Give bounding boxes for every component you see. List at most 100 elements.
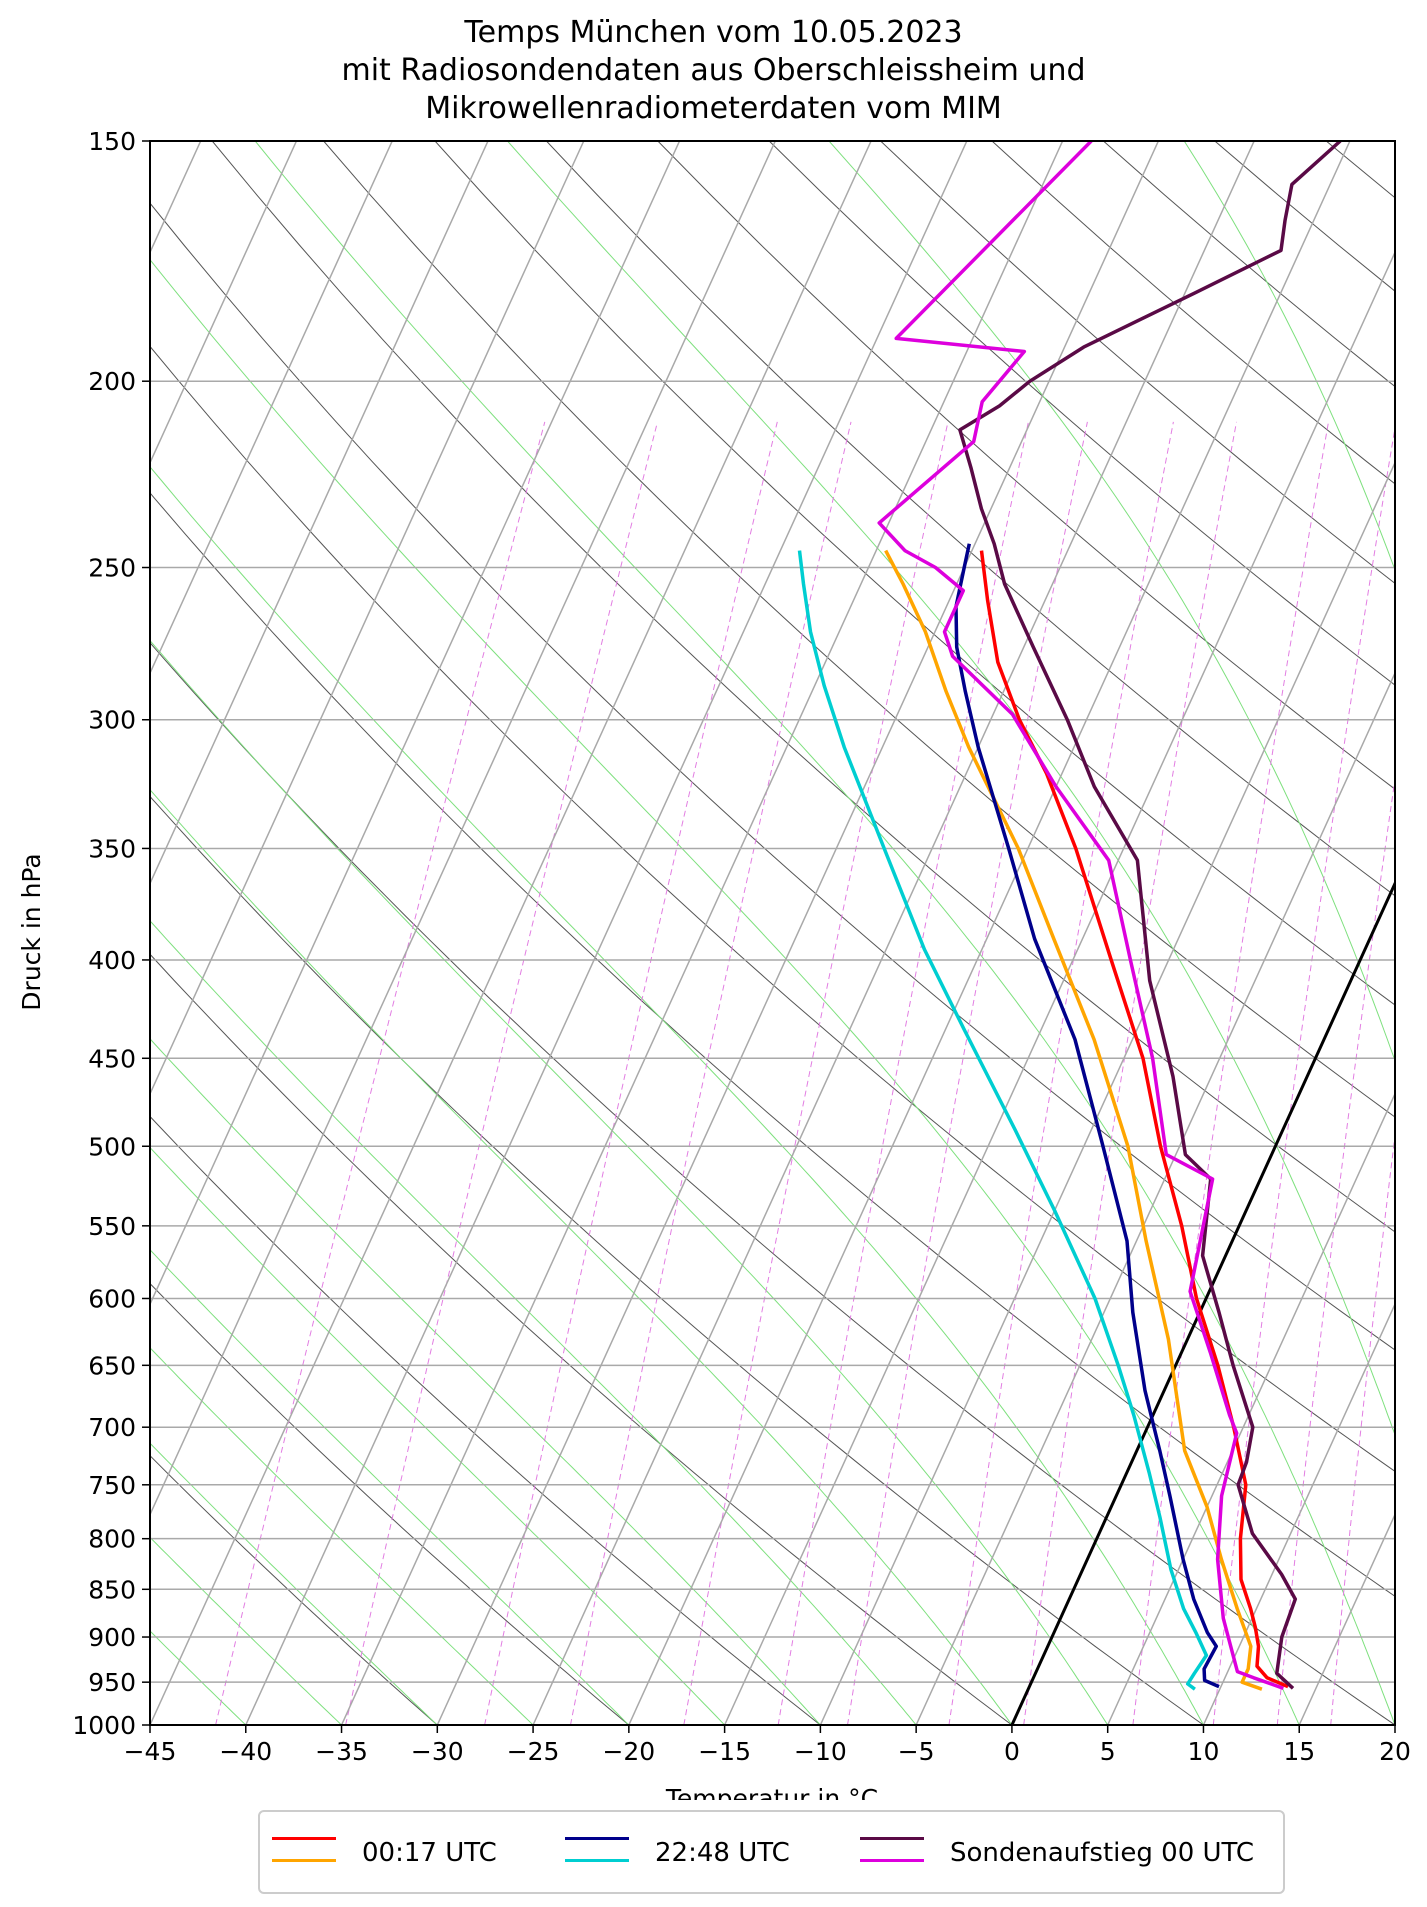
x-axis-label: Temperatur in °C	[665, 1784, 878, 1800]
y-tick-label: 600	[88, 1284, 136, 1313]
dry-adiabat	[150, 953, 1013, 1725]
dry-adiabat	[150, 1282, 630, 1725]
series-line-6	[877, 141, 1284, 1690]
isotherm	[150, 141, 393, 675]
legend-label-3: Sondenaufstieg 00 UTC	[950, 1838, 1255, 1868]
isotherm	[436, 141, 1160, 1725]
dry-adiabat	[150, 642, 1395, 1725]
mixing-ratio-line	[570, 421, 852, 1725]
isotherm	[150, 141, 298, 465]
x-tick-label: −15	[698, 1737, 751, 1766]
dry-adiabat	[434, 141, 1395, 1006]
dry-adiabat	[150, 1454, 438, 1725]
mixing-ratio-line	[683, 421, 949, 1725]
moist-adiabat	[150, 1038, 821, 1725]
moist-adiabat	[150, 1146, 725, 1725]
dry-adiabat	[150, 345, 1395, 1473]
moist-adiabat	[150, 1536, 342, 1725]
y-tick-label: 250	[88, 554, 136, 583]
legend: 00:17 UTC 22:48 UTC Sondenaufstieg 00 UT…	[258, 1810, 1285, 1894]
moist-adiabat	[1183, 141, 1395, 572]
mixing-ratio-line	[1132, 421, 1329, 1725]
isotherm	[340, 141, 1064, 1725]
legend-swatch-3a	[860, 1837, 924, 1840]
y-tick-label: 200	[88, 367, 136, 396]
dry-adiabat	[150, 492, 1395, 1597]
mixing-ratio-line	[345, 421, 658, 1725]
isotherm	[723, 250, 1395, 1725]
y-axis-label: Druck in hPa	[17, 853, 46, 1010]
moist-adiabat	[150, 1442, 438, 1725]
moist-adiabat	[150, 920, 917, 1725]
y-tick-label: 650	[88, 1351, 136, 1380]
dry-adiabat	[657, 141, 1395, 790]
y-tick-label: 350	[88, 834, 136, 863]
legend-swatch-1a	[272, 1837, 336, 1840]
x-tick-label: 20	[1379, 1737, 1411, 1766]
isotherm	[150, 141, 585, 1096]
y-tick-label: 400	[88, 946, 136, 975]
legend-swatch-2b	[565, 1859, 629, 1862]
x-tick-label: −20	[602, 1737, 655, 1766]
isotherm	[150, 141, 776, 1517]
mixing-ratio-line	[1212, 424, 1395, 1725]
dry-adiabat	[150, 202, 1395, 1351]
moist-adiabat	[150, 258, 1300, 1725]
isotherm	[150, 141, 489, 886]
grid	[150, 141, 1395, 1725]
isotherm	[915, 671, 1395, 1725]
legend-label-1: 00:17 UTC	[362, 1838, 497, 1868]
series-line-2	[884, 549, 1263, 1691]
isotherm	[628, 141, 1351, 1725]
moist-adiabat	[150, 1347, 534, 1725]
x-tick-label: −40	[219, 1737, 272, 1766]
mixing-ratio-line	[777, 421, 1029, 1725]
mixing-ratio-line	[1276, 775, 1395, 1725]
y-tick-label: 300	[88, 706, 136, 735]
series-line-5	[958, 141, 1342, 1690]
legend-swatch-2a	[565, 1837, 629, 1840]
y-tick-label: 550	[88, 1212, 136, 1241]
title-line-3: Mikrowellenradiometerdaten vom MIM	[425, 91, 1002, 126]
mixing-ratio-line	[948, 421, 1174, 1725]
title-line-1: Temps München vom 10.05.2023	[464, 15, 963, 50]
x-tick-label: 15	[1283, 1737, 1315, 1766]
isotherm	[150, 141, 681, 1307]
mixing-ratio-line	[215, 421, 546, 1725]
mixing-ratio-line	[484, 421, 778, 1725]
y-tick-label: 800	[88, 1525, 136, 1554]
dry-adiabat	[150, 1115, 821, 1725]
moist-adiabat	[150, 466, 1204, 1725]
plot-frame	[149, 140, 1396, 1726]
moist-adiabat	[150, 639, 1109, 1725]
legend-swatch-3b	[860, 1859, 924, 1862]
x-ticks: −45 −40 −35 −30 −25 −20 −15 −10 −5 0 5 10 15 20	[124, 1725, 1411, 1766]
isotherm	[1202, 1302, 1395, 1725]
isotherm	[1394, 1723, 1395, 1725]
x-tick-label: −35	[315, 1737, 368, 1766]
y-tick-label: 150	[88, 127, 136, 156]
y-tick-label: 700	[88, 1413, 136, 1442]
dry-adiabat	[1325, 141, 1395, 199]
title-line-2: mit Radiosondendaten aus Oberschleisshei…	[341, 53, 1086, 88]
moist-adiabat	[507, 141, 1395, 1437]
dry-adiabat	[768, 141, 1395, 686]
moist-adiabat	[150, 789, 1013, 1725]
y-tick-label: 950	[88, 1668, 136, 1697]
isotherm	[1011, 881, 1395, 1725]
x-tick-label: −45	[124, 1737, 177, 1766]
dry-adiabat	[323, 141, 1395, 1118]
moist-adiabat	[828, 141, 1395, 1063]
x-tick-label: 0	[1004, 1737, 1020, 1766]
y-tick-label: 900	[88, 1623, 136, 1652]
isotherm	[1298, 1512, 1395, 1725]
y-tick-label: 450	[88, 1044, 136, 1073]
y-tick-label: 500	[88, 1132, 136, 1161]
series-line-4	[797, 550, 1209, 1691]
x-tick-label: 10	[1188, 1737, 1220, 1766]
y-tick-label: 850	[88, 1575, 136, 1604]
y-ticks: 1000 950 900 850 800 750 700 650 600 550 500 450 400…	[72, 127, 150, 1740]
isotherm	[150, 141, 872, 1725]
x-tick-label: −5	[898, 1737, 935, 1766]
isotherm	[1107, 1092, 1395, 1725]
